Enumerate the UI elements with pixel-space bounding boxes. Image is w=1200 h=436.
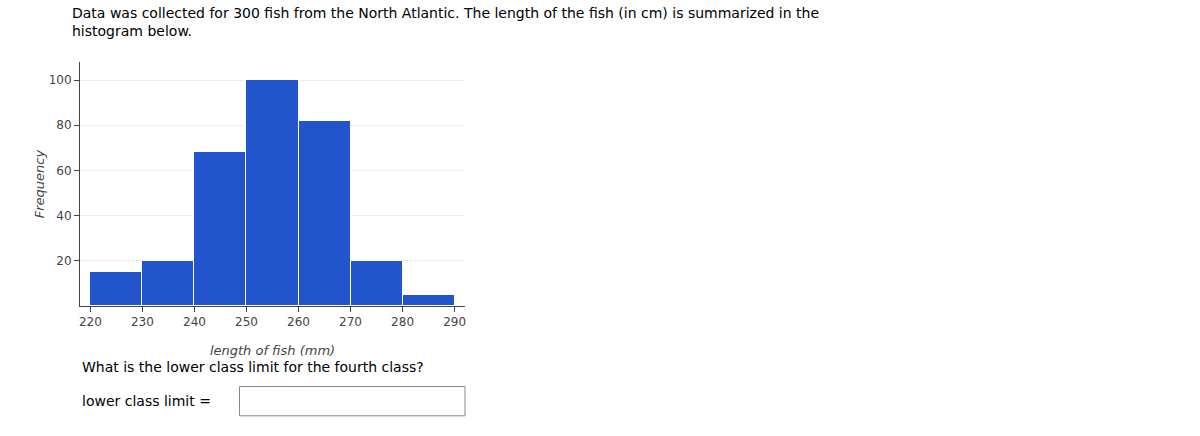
svg-text:220: 220 bbox=[79, 315, 102, 329]
svg-text:40: 40 bbox=[56, 209, 71, 223]
svg-text:240: 240 bbox=[183, 315, 206, 329]
svg-text:What is the lower class limit: What is the lower class limit for the fo… bbox=[82, 359, 424, 375]
svg-text:250: 250 bbox=[235, 315, 258, 329]
svg-text:270: 270 bbox=[339, 315, 362, 329]
svg-text:Data was collected for 300 fis: Data was collected for 300 fish from the… bbox=[72, 5, 819, 39]
svg-text:Frequency: Frequency bbox=[32, 149, 47, 218]
svg-text:length of fish (mm): length of fish (mm) bbox=[210, 343, 335, 358]
svg-text:230: 230 bbox=[131, 315, 154, 329]
svg-text:20: 20 bbox=[56, 254, 71, 268]
svg-text:260: 260 bbox=[287, 315, 310, 329]
svg-text:60: 60 bbox=[56, 164, 71, 178]
svg-text:lower class limit =: lower class limit = bbox=[82, 393, 211, 409]
svg-text:100: 100 bbox=[49, 73, 72, 87]
svg-text:280: 280 bbox=[391, 315, 414, 329]
svg-text:80: 80 bbox=[56, 118, 71, 132]
svg-text:290: 290 bbox=[443, 315, 466, 329]
